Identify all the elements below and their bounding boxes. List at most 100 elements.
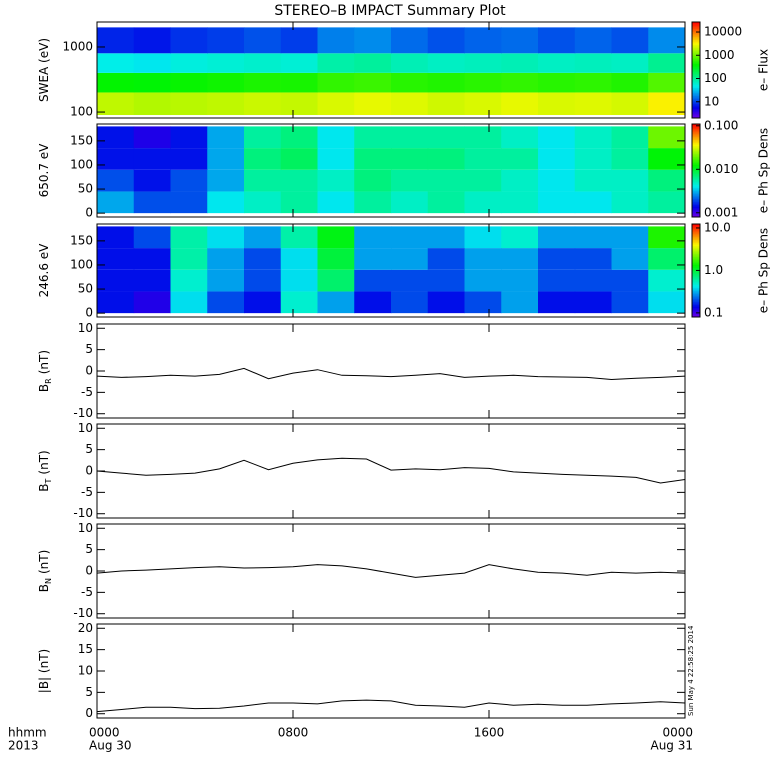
y-axis-label-main: B (37, 584, 51, 592)
heatmap-cell (354, 269, 392, 292)
heatmap-cell (391, 291, 429, 314)
colorbar-step (692, 49, 700, 52)
heatmap-cell (244, 53, 282, 73)
colorbar-tick-label: 1.0 (704, 263, 723, 277)
heatmap-cell (427, 248, 465, 270)
heatmap-cell (538, 291, 576, 314)
heatmap-cell (611, 191, 649, 214)
colorbar-step (692, 201, 700, 204)
heatmap-cell (391, 248, 429, 270)
heatmap-cell (317, 72, 355, 93)
colorbar-step (692, 241, 700, 244)
heatmap-cell (391, 191, 429, 214)
colorbar-step (692, 213, 700, 216)
colorbar-step (692, 89, 700, 92)
heatmap-cell (207, 27, 245, 54)
colorbar-step (692, 147, 700, 150)
y-tick-label: 5 (85, 342, 93, 356)
heatmap-cell (207, 169, 245, 192)
colorbar-step (692, 50, 700, 53)
heatmap-cell (354, 72, 392, 93)
heatmap-cell (391, 148, 429, 170)
heatmap-cell (574, 27, 612, 54)
heatmap-cell (317, 126, 355, 149)
colorbar-step (692, 224, 700, 227)
heatmap-cell (538, 169, 576, 192)
colorbar-step (692, 57, 700, 60)
colorbar-step (692, 130, 700, 133)
colorbar-step (692, 239, 700, 242)
heatmap-cell (207, 248, 245, 270)
colorbar-step (692, 256, 700, 259)
colorbar-step (692, 286, 700, 289)
colorbar-step (692, 127, 700, 130)
heatmap-cell (280, 291, 318, 314)
colorbar-step (692, 131, 700, 134)
colorbar-step (692, 179, 700, 182)
colorbar-step (692, 184, 700, 187)
heatmap-cell (97, 148, 135, 170)
heatmap-cell (97, 72, 135, 93)
colorbar-step (692, 292, 700, 295)
heatmap-cell (170, 92, 208, 116)
heatmap-cell (611, 27, 649, 54)
colorbar-step (692, 71, 700, 74)
colorbar-step (692, 234, 700, 237)
heatmap-cell (170, 126, 208, 149)
colorbar-step (692, 272, 700, 275)
heatmap-cell (464, 191, 502, 214)
y-tick-label: 100 (70, 105, 93, 119)
y-axis-label-sub: T (44, 478, 53, 484)
heatmap-cell (501, 226, 539, 249)
heatmap-cell (354, 248, 392, 270)
colorbar-step (692, 245, 700, 248)
heatmap-cell (391, 53, 429, 73)
colorbar-step (692, 139, 700, 142)
colorbar-step (692, 250, 700, 253)
colorbar-step (692, 276, 700, 279)
heatmap-cell (391, 27, 429, 54)
y-axis-label: 246.6 eV (37, 243, 51, 298)
heatmap-cell (464, 148, 502, 170)
heatmap-cell (133, 226, 171, 249)
heatmap-cell (501, 53, 539, 73)
heatmap-cell (280, 148, 318, 170)
heatmap-cell (97, 248, 135, 270)
y-axis-label: 650.7 eV (37, 143, 51, 198)
colorbar-step (692, 198, 700, 201)
y-tick-label: -10 (73, 506, 93, 520)
colorbar-step (692, 113, 700, 116)
colorbar-step (692, 203, 700, 206)
colorbar-step (692, 192, 700, 195)
colorbar-tick-label: 10000 (704, 25, 742, 39)
heatmap-cell (574, 169, 612, 192)
heatmap-cell (280, 126, 318, 149)
colorbar-step (692, 124, 700, 127)
colorbar-step (692, 315, 700, 318)
heatmap-cell (538, 191, 576, 214)
y-tick-label: 0 (85, 364, 93, 378)
heatmap-cell (501, 191, 539, 214)
heatmap-cell (97, 269, 135, 292)
colorbar-step (692, 262, 700, 265)
heatmap-cell (170, 248, 208, 270)
data-line (96, 367, 686, 381)
colorbar-step (692, 30, 700, 33)
colorbar-step (692, 153, 700, 156)
colorbar-tick-label: 10 (704, 94, 719, 108)
heatmap-cell (611, 92, 649, 116)
y-axis-label-sub: R (44, 378, 53, 384)
colorbar-step (692, 190, 700, 193)
heatmap-cell (648, 27, 686, 54)
colorbar-step (692, 105, 700, 108)
year-label: 2013 (8, 739, 39, 753)
colorbar-step (692, 36, 700, 39)
colorbar-step (692, 259, 700, 262)
colorbar-step (692, 31, 700, 34)
colorbar-step (692, 68, 700, 71)
colorbar-step (692, 66, 700, 69)
colorbar-step (692, 102, 700, 105)
data-line (96, 699, 686, 713)
colorbar-step (692, 34, 700, 37)
colorbar-tick-label: 100 (704, 71, 727, 85)
